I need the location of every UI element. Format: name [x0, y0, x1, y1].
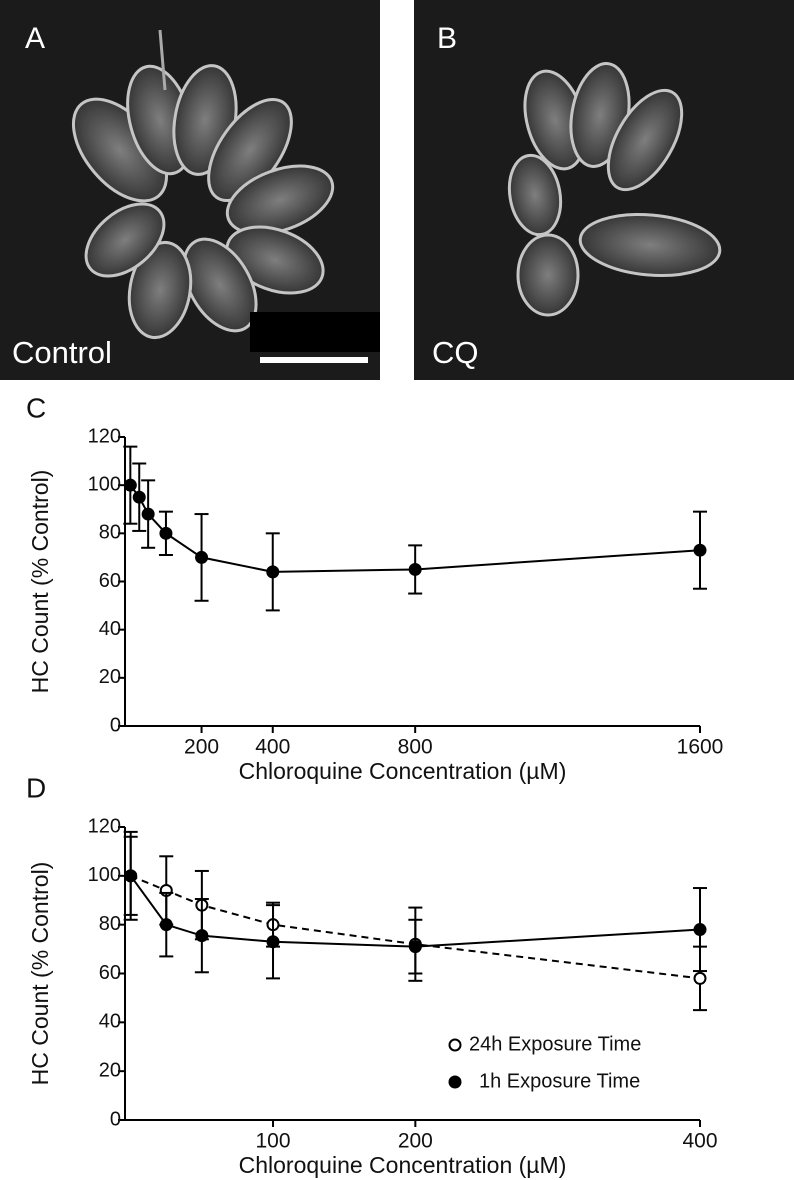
data-point — [195, 929, 209, 943]
y-tick-label: 0 — [110, 714, 121, 736]
data-point — [408, 562, 422, 576]
panel-label: C — [26, 392, 46, 423]
panel-label: A — [25, 22, 45, 55]
x-tick-label: 100 — [255, 1130, 290, 1153]
panel-label: B — [437, 22, 457, 55]
micrograph-b: B CQ — [414, 0, 794, 380]
y-tick-label: 20 — [99, 666, 121, 688]
y-axis-label: HC Count (% Control) — [27, 862, 53, 1086]
data-point — [159, 918, 173, 932]
y-tick-label: 40 — [99, 618, 121, 640]
y-tick-label: 100 — [88, 473, 121, 495]
data-point — [408, 940, 422, 954]
legend-marker — [448, 1075, 462, 1089]
y-tick-label: 0 — [110, 1108, 121, 1130]
x-tick-label: 400 — [682, 1130, 717, 1153]
y-tick-label: 40 — [99, 1011, 121, 1033]
data-point — [159, 526, 173, 540]
legend-label: 24h Exposure Time — [469, 1033, 641, 1055]
series-line — [130, 874, 701, 980]
data-point — [124, 869, 138, 883]
data-point — [123, 478, 137, 492]
legend-label: 1h Exposure Time — [479, 1070, 640, 1092]
y-tick-label: 80 — [99, 913, 121, 935]
x-axis-label: Chloroquine Concentration (µM) — [239, 1152, 567, 1178]
data-point — [195, 550, 209, 564]
image-caption: Control — [12, 335, 112, 370]
y-tick-label: 60 — [99, 570, 121, 592]
y-axis-label: HC Count (% Control) — [27, 470, 53, 694]
data-point — [693, 543, 707, 557]
panel-label: D — [26, 772, 46, 803]
x-tick-label: 1600 — [677, 736, 724, 759]
x-axis-label: Chloroquine Concentration (µM) — [239, 758, 567, 784]
micrograph-a: A Control — [0, 0, 380, 380]
legend-marker — [448, 1038, 462, 1052]
x-tick-label: 200 — [398, 1130, 433, 1153]
y-tick-label: 100 — [88, 864, 121, 886]
y-tick-label: 60 — [99, 962, 121, 984]
x-tick-label: 800 — [398, 736, 433, 759]
image-caption: CQ — [432, 335, 479, 370]
y-tick-label: 80 — [99, 522, 121, 544]
data-point — [266, 565, 280, 579]
x-tick-label: 400 — [255, 736, 290, 759]
y-tick-label: 120 — [88, 815, 121, 837]
y-tick-label: 20 — [99, 1059, 121, 1081]
data-point — [693, 971, 707, 985]
series-line — [129, 875, 701, 948]
y-tick-label: 120 — [88, 425, 121, 447]
data-point — [266, 935, 280, 949]
x-tick-label: 200 — [184, 736, 219, 759]
data-point — [132, 490, 146, 504]
data-point — [141, 507, 155, 521]
data-point — [693, 923, 707, 937]
